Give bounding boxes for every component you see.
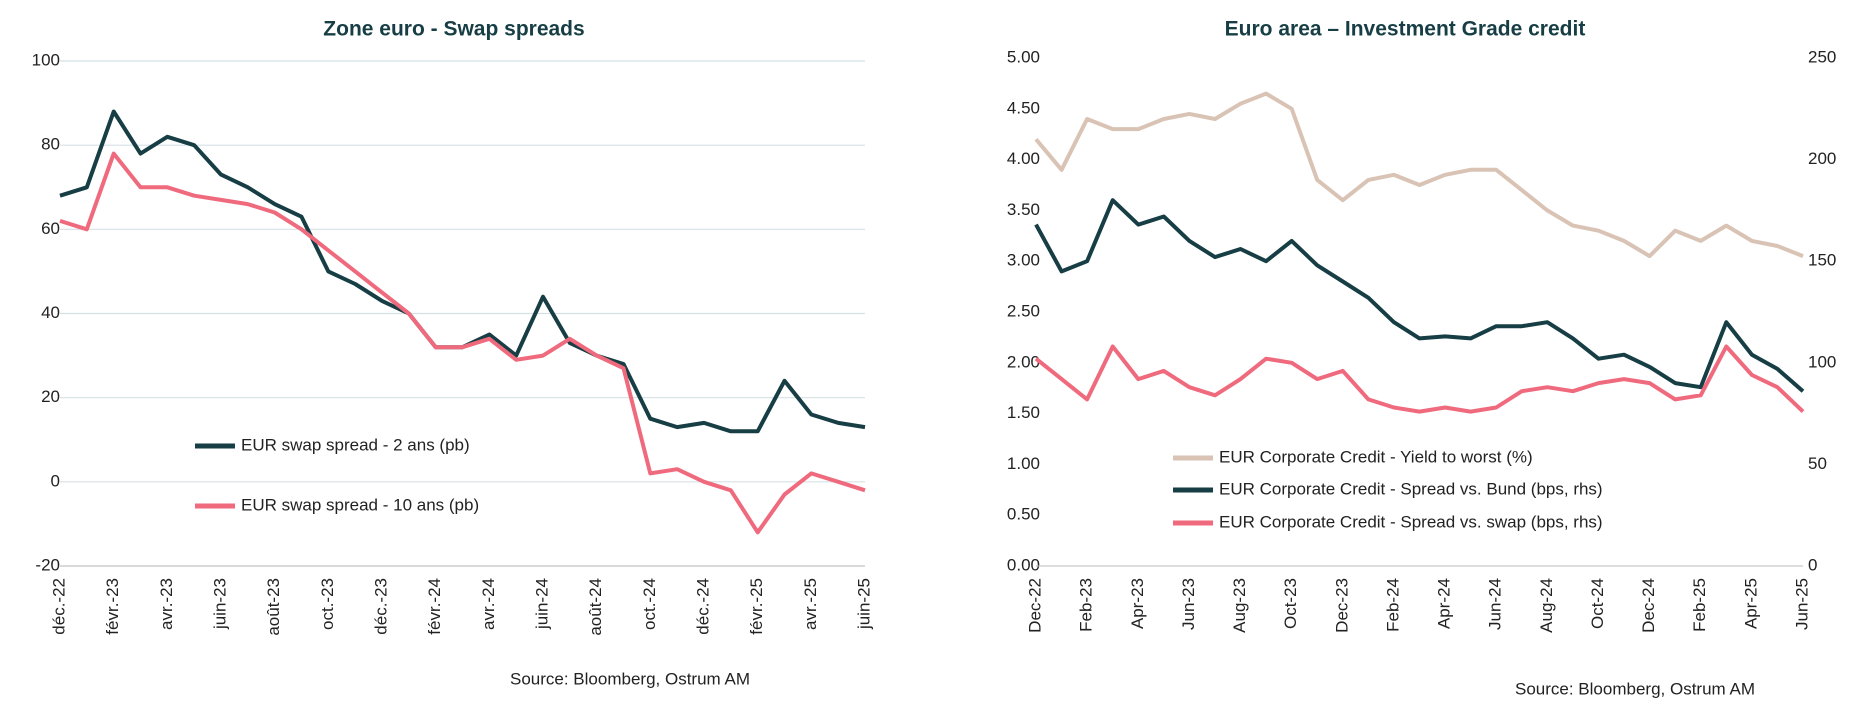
y-tick-label: 20 [41, 387, 60, 406]
x-tick-label: août-24 [586, 578, 605, 636]
series-line [1034, 198, 1805, 393]
y-tick-label: 3.00 [1007, 251, 1040, 270]
x-tick-label: oct.-23 [318, 578, 337, 630]
x-tick-label: Aug-23 [1230, 578, 1249, 633]
y-tick-label: 40 [41, 303, 60, 322]
x-tick-label: Feb-25 [1690, 578, 1709, 632]
chart-title: Zone euro - Swap spreads [323, 18, 584, 41]
x-tick-label: Feb-24 [1383, 578, 1402, 632]
x-tick-label: Oct-23 [1281, 578, 1300, 629]
x-tick-label: juin-23 [210, 578, 229, 630]
y2-tick-label: 250 [1808, 47, 1836, 66]
y-tick-label: 2.50 [1007, 301, 1040, 320]
x-tick-label: Apr-25 [1741, 578, 1760, 629]
legend-label: EUR Corporate Credit - Spread vs. Bund (… [1219, 479, 1603, 498]
x-tick-label: févr.-24 [425, 578, 444, 635]
y-tick-label: 60 [41, 219, 60, 238]
x-tick-label: août-23 [264, 578, 283, 636]
x-tick-label: Apr-23 [1128, 578, 1147, 629]
y2-tick-label: 200 [1808, 149, 1836, 168]
y2-tick-label: 150 [1808, 251, 1836, 270]
x-tick-label: févr.-23 [103, 578, 122, 635]
series-line [1034, 91, 1804, 259]
y-tick-label: 1.50 [1007, 403, 1040, 422]
source: Source: Bloomberg, Ostrum AM [510, 669, 750, 688]
legend-label: EUR swap spread - 2 ans (pb) [241, 435, 470, 454]
x-tick-label: oct.-24 [640, 578, 659, 630]
y-tick-label: 4.50 [1007, 98, 1040, 117]
x-tick-label: avr.-25 [801, 578, 820, 630]
series-line [59, 109, 866, 434]
chart-title: Euro area – Investment Grade credit [1225, 18, 1586, 41]
x-tick-label: juin-24 [532, 578, 551, 630]
x-tick-label: déc.-24 [693, 578, 712, 635]
x-tick-label: Aug-24 [1537, 578, 1556, 633]
y2-tick-label: 100 [1808, 352, 1836, 371]
y-tick-label: 0.50 [1007, 505, 1040, 524]
x-tick-label: déc.-22 [49, 578, 68, 635]
y2-tick-label: 0 [1808, 555, 1817, 574]
source: Source: Bloomberg, Ostrum AM [1515, 679, 1755, 698]
x-tick-label: Jun-25 [1792, 578, 1811, 630]
x-tick-label: Feb-23 [1077, 578, 1096, 632]
y-tick-label: 3.50 [1007, 200, 1040, 219]
x-tick-label: déc.-23 [371, 578, 390, 635]
y2-tick-label: 50 [1808, 454, 1827, 473]
legend-label: EUR Corporate Credit - Yield to worst (%… [1219, 447, 1533, 466]
x-tick-label: Oct-24 [1588, 578, 1607, 629]
y-tick-label: -20 [35, 555, 60, 574]
x-tick-label: Dec-23 [1332, 578, 1351, 633]
y-tick-label: 1.00 [1007, 454, 1040, 473]
x-tick-label: Jun-24 [1486, 578, 1505, 630]
x-tick-label: févr.-25 [747, 578, 766, 635]
y-tick-label: 100 [32, 50, 60, 69]
x-tick-label: Dec-22 [1025, 578, 1044, 633]
x-tick-label: avr.-23 [157, 578, 176, 630]
y-tick-label: 2.00 [1007, 352, 1040, 371]
y-tick-label: 80 [41, 135, 60, 154]
x-tick-label: Jun-23 [1179, 578, 1198, 630]
x-tick-label: juin-25 [854, 578, 873, 630]
x-tick-label: avr.-24 [479, 578, 498, 630]
y-tick-label: 4.00 [1007, 149, 1040, 168]
legend-label: EUR swap spread - 10 ans (pb) [241, 495, 479, 514]
series-line [1034, 344, 1805, 414]
y-tick-label: 0 [51, 471, 60, 490]
x-tick-label: Dec-24 [1639, 578, 1658, 633]
legend-label: EUR Corporate Credit - Spread vs. swap (… [1219, 512, 1603, 531]
x-tick-label: Apr-24 [1435, 578, 1454, 629]
y-tick-label: 5.00 [1007, 47, 1040, 66]
y-tick-label: 0.00 [1007, 555, 1040, 574]
series-line [59, 151, 866, 535]
